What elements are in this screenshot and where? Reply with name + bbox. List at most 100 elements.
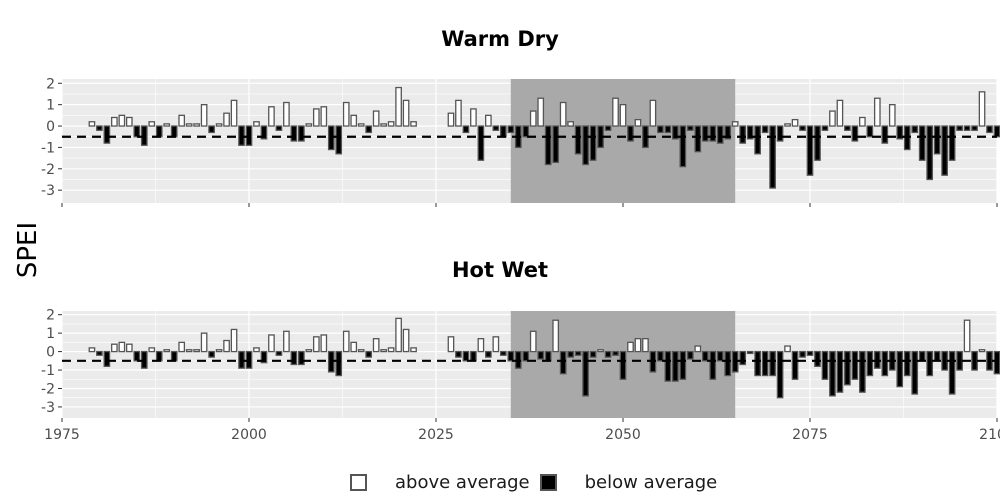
bar-hot-wet-2096 xyxy=(963,319,971,353)
bar-warm-dry-2030 xyxy=(470,108,477,127)
bar-warm-dry-2018 xyxy=(380,123,387,127)
bar-warm-dry-1990 xyxy=(170,125,178,138)
bar-warm-dry-2044 xyxy=(574,125,582,155)
bar-warm-dry-2065 xyxy=(731,121,739,127)
bar-hot-wet-2028 xyxy=(455,350,462,358)
bar-warm-dry-2081 xyxy=(851,125,859,142)
bar-hot-wet-2069 xyxy=(761,350,769,377)
bar-hot-wet-2099 xyxy=(986,350,993,371)
bar-hot-wet-2008 xyxy=(305,349,313,353)
bar-hot-wet-2003 xyxy=(268,334,275,353)
bar-warm-dry-2073 xyxy=(791,118,799,127)
bar-warm-dry-2002 xyxy=(260,125,268,140)
bar-warm-dry-2074 xyxy=(799,125,806,131)
x-tick-label: 2075 xyxy=(792,427,828,443)
bar-hot-wet-2056 xyxy=(664,350,672,382)
y-tick-label: -2 xyxy=(41,162,55,178)
bar-warm-dry-2100 xyxy=(993,125,1000,138)
bar-warm-dry-2068 xyxy=(754,125,761,155)
legend-label-below: below average xyxy=(584,471,718,493)
bar-hot-wet-2070 xyxy=(769,350,776,377)
bar-hot-wet-2074 xyxy=(799,350,806,358)
bar-warm-dry-2019 xyxy=(387,121,395,127)
bar-hot-wet-1985 xyxy=(133,350,141,362)
bar-warm-dry-1989 xyxy=(163,123,171,127)
x-tick-label: 1975 xyxy=(44,427,80,443)
bar-hot-wet-2066 xyxy=(739,350,747,366)
bar-hot-wet-2032 xyxy=(485,350,492,358)
bar-warm-dry-2037 xyxy=(522,125,530,138)
bar-warm-dry-1988 xyxy=(155,125,163,138)
bar-warm-dry-2071 xyxy=(776,125,784,142)
bar-warm-dry-2055 xyxy=(657,125,664,134)
bar-warm-dry-2050 xyxy=(619,104,627,127)
bar-warm-dry-2083 xyxy=(866,125,874,138)
bar-warm-dry-2015 xyxy=(357,123,365,127)
bar-warm-dry-2095 xyxy=(956,125,963,131)
bar-hot-wet-2010 xyxy=(320,334,328,353)
y-tick-label: 0 xyxy=(46,119,55,135)
bar-hot-wet-2078 xyxy=(829,350,836,397)
bar-warm-dry-2084 xyxy=(873,97,881,127)
bar-hot-wet-2062 xyxy=(709,350,717,380)
bar-warm-dry-2079 xyxy=(836,99,844,127)
bar-warm-dry-2060 xyxy=(694,125,702,153)
bar-hot-wet-2071 xyxy=(776,350,784,399)
bar-hot-wet-2005 xyxy=(283,330,290,353)
bar-warm-dry-1998 xyxy=(230,99,238,127)
bar-hot-wet-2085 xyxy=(881,350,889,377)
bar-warm-dry-2009 xyxy=(312,108,320,127)
bar-warm-dry-2042 xyxy=(559,101,567,127)
x-tick-label: 2000 xyxy=(231,427,267,443)
bar-hot-wet-2029 xyxy=(462,350,470,362)
bar-warm-dry-2022 xyxy=(410,121,417,127)
bar-hot-wet-2076 xyxy=(814,350,821,367)
bar-hot-wet-2041 xyxy=(552,319,560,353)
bar-hot-wet-2059 xyxy=(686,350,694,360)
bar-warm-dry-1979 xyxy=(88,121,96,127)
bar-warm-dry-2041 xyxy=(552,125,560,164)
bar-hot-wet-1984 xyxy=(125,343,133,353)
bar-warm-dry-2066 xyxy=(739,125,747,144)
bar-hot-wet-2073 xyxy=(791,350,799,380)
bar-warm-dry-1987 xyxy=(148,121,156,127)
bar-hot-wet-2046 xyxy=(589,350,597,358)
bar-warm-dry-2045 xyxy=(582,125,589,166)
y-tick-label: -2 xyxy=(41,381,55,397)
bar-hot-wet-1996 xyxy=(215,349,223,353)
bar-warm-dry-1994 xyxy=(200,104,208,127)
bar-hot-wet-2097 xyxy=(971,350,978,371)
bar-warm-dry-2012 xyxy=(335,125,343,155)
bar-hot-wet-1979 xyxy=(88,347,96,353)
bar-hot-wet-2016 xyxy=(365,350,373,358)
y-tick-label: 2 xyxy=(46,76,55,92)
bar-hot-wet-2012 xyxy=(335,350,343,377)
bar-warm-dry-2016 xyxy=(365,125,373,134)
bar-hot-wet-2051 xyxy=(627,341,634,353)
bar-warm-dry-2069 xyxy=(761,125,769,134)
bar-warm-dry-1983 xyxy=(118,114,126,127)
bar-hot-wet-1994 xyxy=(200,332,208,353)
bar-hot-wet-2094 xyxy=(948,350,956,395)
bar-warm-dry-2048 xyxy=(604,125,612,131)
y-tick-label: 1 xyxy=(46,98,55,114)
bar-hot-wet-2089 xyxy=(911,350,919,395)
bar-warm-dry-2078 xyxy=(829,110,836,127)
x-tick-label: 2025 xyxy=(418,427,454,443)
bar-hot-wet-2027 xyxy=(447,336,455,353)
bar-hot-wet-2083 xyxy=(866,350,874,377)
bar-warm-dry-2013 xyxy=(342,101,350,127)
bar-hot-wet-1982 xyxy=(111,343,118,353)
bar-warm-dry-2020 xyxy=(395,86,402,127)
bar-hot-wet-2077 xyxy=(821,350,829,380)
bar-hot-wet-2002 xyxy=(260,350,268,364)
bar-warm-dry-1981 xyxy=(103,125,111,144)
bar-hot-wet-1983 xyxy=(118,341,126,353)
bar-warm-dry-2072 xyxy=(784,123,791,127)
bar-hot-wet-2060 xyxy=(694,345,702,353)
bar-hot-wet-2052 xyxy=(634,338,642,353)
bar-warm-dry-2034 xyxy=(499,125,507,138)
bar-warm-dry-2006 xyxy=(290,125,298,142)
bar-hot-wet-2050 xyxy=(619,350,627,380)
